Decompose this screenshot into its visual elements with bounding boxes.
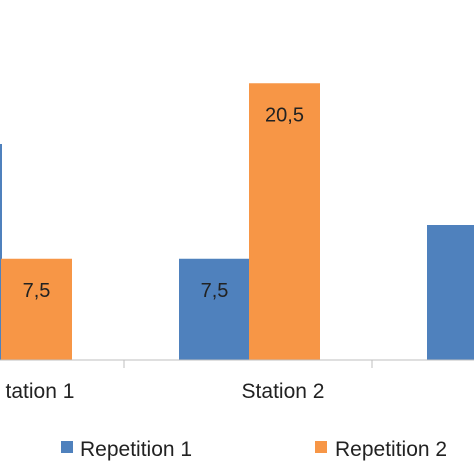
- category-labels-group: tation 1 Station 2: [6, 380, 325, 403]
- bar-labels-group: 167,57,520,5: [23, 104, 304, 302]
- data-label-1-2: 7,5: [201, 280, 229, 302]
- x-ticks-group: [123, 360, 373, 368]
- data-label-2-1: 7,5: [23, 280, 51, 302]
- data-label-2-2: 20,5: [265, 104, 304, 126]
- legend-swatch-2: [315, 441, 327, 453]
- bars-group: [0, 83, 474, 360]
- bar-2-1: [1, 258, 72, 360]
- legend-label-1: Repetition 1: [80, 438, 192, 461]
- category-label-2: Station 2: [242, 380, 325, 403]
- legend: Repetition 1 Repetition 2: [61, 438, 447, 461]
- bar-2-2: [249, 83, 320, 360]
- legend-label-2: Repetition 2: [335, 438, 447, 461]
- bar-1-2: [179, 258, 250, 360]
- bar-1-3: [427, 225, 474, 360]
- legend-swatch-1: [61, 441, 73, 453]
- bar-1-1: [0, 144, 2, 360]
- category-label-1: tation 1: [6, 380, 75, 403]
